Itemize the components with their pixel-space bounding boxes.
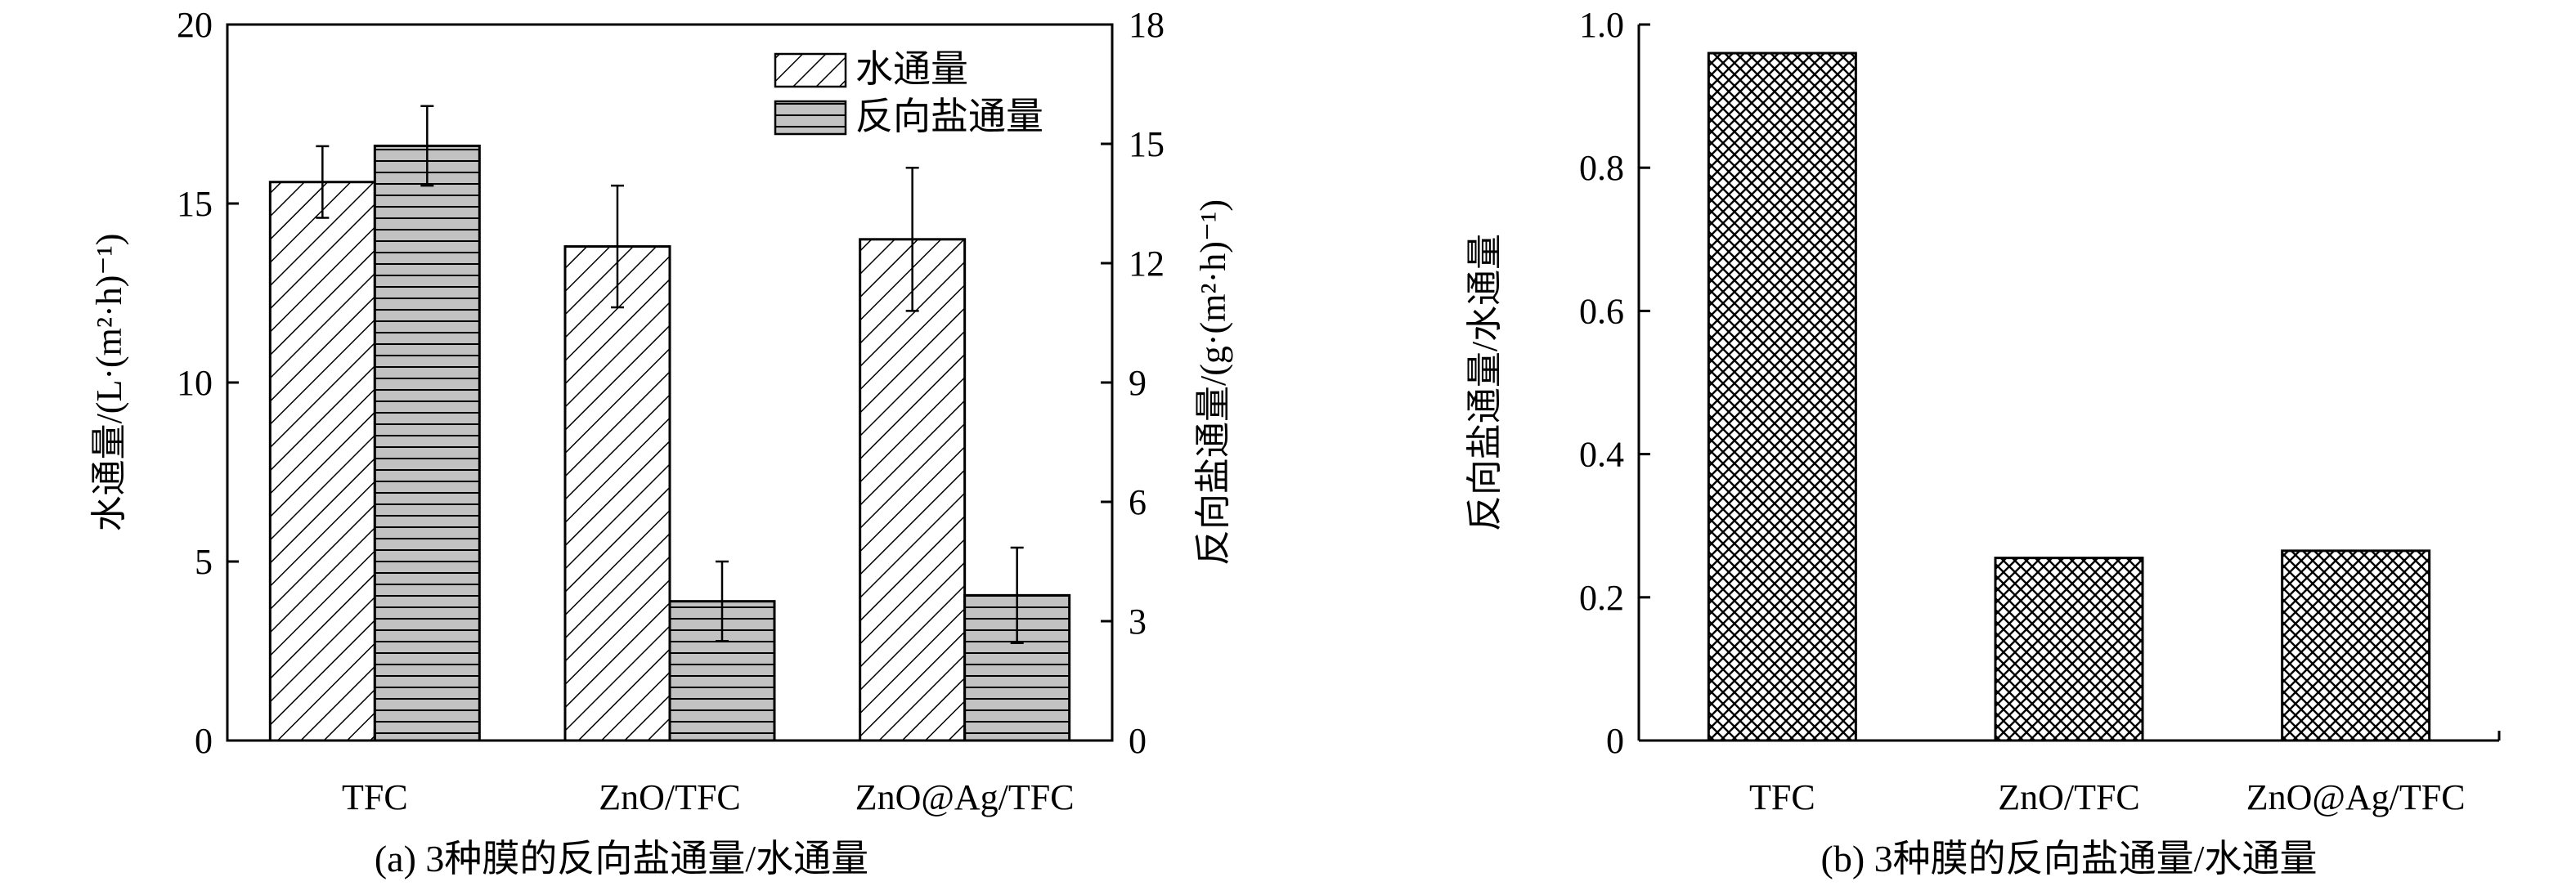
x-tick-label: ZnO@Ag/TFC <box>2246 777 2466 817</box>
chart-b-caption: (b) 3种膜的反向盐通量/水通量 <box>1821 838 2318 879</box>
chart-b-y-axis-label: 反向盐通量/水通量 <box>1465 234 1505 531</box>
bar-ratio <box>1994 557 2144 742</box>
chart-a-bars <box>268 105 1071 742</box>
x-tick-label: TFC <box>342 777 408 817</box>
chart-b-axis-ticks: 0 0.2 0.4 0.6 0.8 1.0 <box>1579 5 1650 761</box>
y-tick-label-right: 15 <box>1129 124 1165 164</box>
x-tick-label: ZnO@Ag/TFC <box>855 777 1075 817</box>
x-tick-label: ZnO/TFC <box>1998 777 2140 817</box>
y-tick-label-left: 5 <box>195 542 213 582</box>
chart-a-left-axis-label: 水通量/(L·(m²·h)⁻¹) <box>89 234 129 532</box>
bar-water-flux <box>563 245 671 742</box>
chart-a-category-labels: TFC ZnO/TFC ZnO@Ag/TFC <box>342 729 1075 817</box>
y-tick-label-left: 0 <box>195 721 213 761</box>
chart-a-left-axis-ticks: 0 5 10 15 20 <box>177 5 239 761</box>
bar-reverse-salt-flux <box>373 144 481 742</box>
chart-b: 0 0.2 0.4 0.6 0.8 1.0 TFC ZnO/TFC ZnO@Ag/TFC 反向… <box>1465 5 2501 879</box>
x-tick-label: TFC <box>1749 777 1815 817</box>
bar-ratio <box>1707 51 1857 742</box>
y-tick-label: 0 <box>1606 721 1624 761</box>
chart-a: 0 5 10 15 20 0 3 6 9 12 15 18 TFC ZnO/TFC ZnO@Ag/TFC… <box>89 5 1233 879</box>
y-tick-label-left: 10 <box>177 363 213 403</box>
y-tick-label-left: 15 <box>177 184 213 224</box>
y-tick-label-right: 6 <box>1129 482 1147 522</box>
bar-ratio <box>2281 549 2431 742</box>
chart-b-category-labels: TFC ZnO/TFC ZnO@Ag/TFC <box>1749 777 2466 817</box>
legend-swatch-water-flux <box>774 52 847 88</box>
legend-swatch-reverse-salt-flux <box>774 100 847 136</box>
y-tick-label: 1.0 <box>1579 5 1624 45</box>
y-tick-label: 0.4 <box>1579 435 1624 475</box>
y-tick-label-right: 0 <box>1129 721 1147 761</box>
chart-a-legend: 水通量 反向盐通量 <box>774 48 1043 137</box>
chart-b-bars <box>1707 51 2431 742</box>
y-tick-label-right: 12 <box>1129 244 1165 284</box>
bar-water-flux <box>859 238 967 742</box>
y-tick-label-left: 20 <box>177 5 213 45</box>
y-tick-label-right: 3 <box>1129 602 1147 642</box>
chart-a-right-axis-label: 反向盐通量/(g·(m²·h)⁻¹) <box>1193 199 1233 566</box>
chart-a-right-axis-ticks: 0 3 6 9 12 15 18 <box>1101 5 1165 761</box>
y-tick-label-right: 9 <box>1129 363 1147 403</box>
y-tick-label-right: 18 <box>1129 5 1165 45</box>
legend-label-reverse-salt-flux: 反向盐通量 <box>855 96 1043 137</box>
x-tick-label: ZnO/TFC <box>599 777 741 817</box>
bar-water-flux <box>268 181 376 742</box>
y-tick-label: 0.6 <box>1579 291 1624 331</box>
legend-label-water-flux: 水通量 <box>855 48 968 90</box>
y-tick-label: 0.8 <box>1579 148 1624 188</box>
chart-a-caption: (a) 3种膜的反向盐通量/水通量 <box>375 838 868 879</box>
y-tick-label: 0.2 <box>1579 578 1624 618</box>
